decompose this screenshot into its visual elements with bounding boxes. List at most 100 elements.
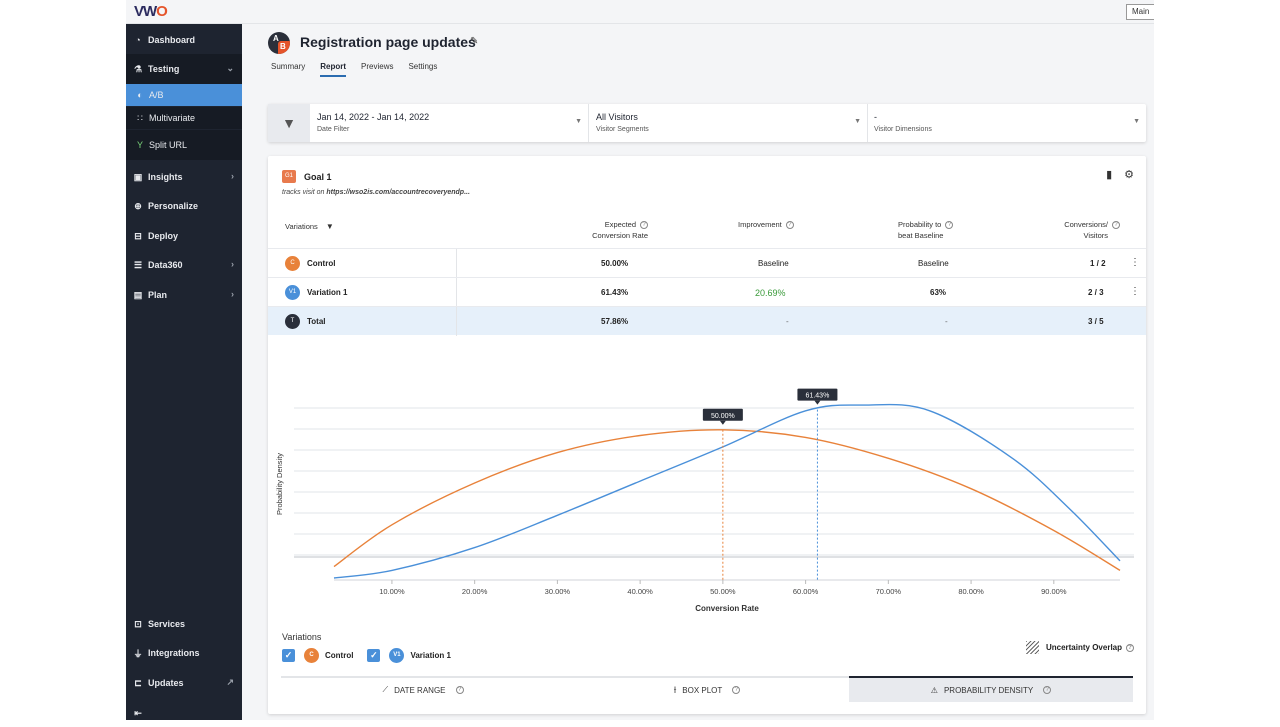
variation-checkbox[interactable]: ✓ bbox=[367, 649, 381, 662]
sidebar-item-plan[interactable]: ▤ Plan › bbox=[133, 289, 234, 300]
table-row[interactable]: C Control 50.00% Baseline Baseline 1 / 2… bbox=[268, 248, 1146, 278]
top-bar: VWO Main bbox=[126, 0, 1154, 24]
x-tick-label: 10.00% bbox=[379, 587, 405, 596]
filter-icon[interactable]: ▼ bbox=[268, 104, 310, 142]
plan-icon: ▤ bbox=[133, 289, 143, 300]
insights-icon: ▣ bbox=[133, 171, 143, 182]
density-icon: ⚠ bbox=[930, 685, 938, 695]
x-tick-label: 70.00% bbox=[876, 587, 902, 596]
x-tick-label: 30.00% bbox=[545, 587, 571, 596]
variation-badge: V1 bbox=[285, 285, 300, 300]
tab-summary[interactable]: Summary bbox=[271, 62, 306, 71]
chevron-down-icon: ▼ bbox=[854, 118, 861, 125]
briefcase-icon: ⊡ bbox=[134, 618, 142, 629]
sidebar: ◔ Dashboard ⚗ Testing ⌄ ◐ A/B ∷ Multivariate … bbox=[126, 24, 242, 720]
marker-tooltip bbox=[702, 408, 743, 421]
probability-density-chart: 10.00% 20.00% 30.00% 40.00% 50.00% 60.00% 70.0… bbox=[275, 388, 1134, 613]
sidebar-sub-split-url[interactable]: Y Split URL bbox=[126, 130, 242, 160]
help-icon: ? bbox=[1126, 643, 1134, 652]
tab-report[interactable]: Report bbox=[320, 62, 347, 77]
variation-legend-badge: V1 bbox=[389, 648, 405, 663]
sidebar-item-testing[interactable]: ⚗ Testing ⌄ bbox=[133, 63, 234, 74]
control-checkbox[interactable]: ✓ bbox=[282, 649, 295, 662]
help-icon: ? bbox=[945, 221, 954, 230]
more-icon[interactable]: ⋮ bbox=[1130, 286, 1140, 297]
help-icon: ? bbox=[640, 221, 648, 230]
page-tabs: Summary Report Previews Settings bbox=[271, 62, 452, 77]
uncertainty-overlap-toggle[interactable]: Uncertainty Overlap? bbox=[1025, 641, 1134, 654]
help-icon: ? bbox=[732, 686, 741, 694]
sidebar-item-personalize[interactable]: ⊕ Personalize bbox=[126, 192, 242, 220]
filter-icon: ▼ bbox=[325, 222, 334, 231]
grid-icon: ∷ bbox=[137, 112, 143, 123]
help-icon: ? bbox=[1112, 221, 1120, 230]
vwo-logo[interactable]: VWO bbox=[134, 3, 168, 20]
goal-card: G1 Goal 1 tracks visit on https://wso2is… bbox=[268, 156, 1146, 714]
tab-probability-density[interactable]: ⚠ PROBABILITY DENSITY? bbox=[849, 676, 1133, 702]
marker-label: 50.00% bbox=[711, 413, 735, 420]
page-title: Registration page updates bbox=[300, 34, 476, 50]
sidebar-item-integrations[interactable]: ⏚ Integrations bbox=[133, 648, 200, 659]
tab-previews[interactable]: Previews bbox=[361, 62, 394, 71]
date-filter[interactable]: Jan 14, 2022 - Jan 14, 2022 Date Filter … bbox=[311, 104, 589, 142]
table-row[interactable]: V1 Variation 1 61.43% 20.69% 63% 2 / 3 ⋮ bbox=[268, 277, 1146, 307]
control-legend-badge: C bbox=[304, 648, 319, 663]
plug-icon: ⏚ bbox=[133, 648, 143, 659]
tab-box-plot[interactable]: ⫲ BOX PLOT? bbox=[565, 678, 849, 702]
variations-legend-title: Variations bbox=[282, 632, 322, 642]
main-button[interactable]: Main bbox=[1126, 4, 1154, 20]
sidebar-sub-multivariate[interactable]: ∷ Multivariate bbox=[126, 107, 242, 129]
marker-tooltip bbox=[797, 388, 838, 401]
more-icon[interactable]: ⋮ bbox=[1130, 257, 1140, 268]
visitor-segments-filter[interactable]: All Visitors Visitor Segments ▼ bbox=[590, 104, 868, 142]
sidebar-sub-ab[interactable]: ◐ A/B bbox=[126, 84, 242, 106]
improvement-header: Improvement? bbox=[738, 219, 794, 230]
chevron-right-icon: › bbox=[231, 259, 234, 269]
x-axis-label: Conversion Rate bbox=[695, 604, 759, 613]
hatch-icon bbox=[1025, 641, 1039, 654]
variations-header[interactable]: Variations ▼ bbox=[285, 222, 334, 231]
deploy-icon: ⊟ bbox=[134, 230, 142, 241]
series-line-control bbox=[333, 429, 1121, 571]
sidebar-item-insights[interactable]: ▣ Insights › bbox=[133, 171, 234, 182]
goal-badge: G1 bbox=[282, 170, 296, 183]
conversions-header: Conversions/? Visitors bbox=[1040, 219, 1120, 241]
chevron-right-icon: › bbox=[231, 171, 234, 181]
target-icon: ⊕ bbox=[134, 200, 142, 211]
ecr-header: Expected? Conversion Rate bbox=[592, 220, 648, 240]
gear-icon[interactable]: ⚙ bbox=[1124, 169, 1134, 181]
marker-label: 61.43% bbox=[806, 393, 830, 400]
database-icon: ☰ bbox=[133, 259, 143, 270]
edit-pencil-icon[interactable]: ✎ bbox=[470, 36, 479, 47]
tab-settings[interactable]: Settings bbox=[408, 62, 438, 71]
x-tick-label: 60.00% bbox=[793, 587, 819, 596]
help-icon: ? bbox=[1043, 686, 1052, 694]
flask-icon: ⚗ bbox=[133, 63, 143, 74]
collapse-sidebar-button[interactable]: ⇤ bbox=[126, 699, 242, 727]
tab-date-range[interactable]: ⟋ DATE RANGE? bbox=[281, 678, 565, 702]
chevron-down-icon: ▼ bbox=[1133, 118, 1140, 125]
x-tick-label: 20.00% bbox=[462, 587, 488, 596]
sidebar-item-services[interactable]: ⊡ Services bbox=[126, 610, 242, 638]
probability-header: Probability to? beat Baseline bbox=[898, 219, 954, 241]
notebook-icon[interactable]: ▮ bbox=[1106, 169, 1113, 181]
chart-line-icon: ⟋ bbox=[382, 685, 389, 694]
ab-icon: ◐ bbox=[137, 90, 143, 100]
goal-title: Goal 1 bbox=[304, 172, 332, 182]
table-row-total: T Total 57.86% - - 3 / 5 bbox=[268, 306, 1146, 336]
sidebar-item-updates[interactable]: ⊏ Updates ↗ bbox=[126, 669, 242, 697]
control-badge: C bbox=[285, 256, 300, 271]
sidebar-item-data360[interactable]: ☰ Data360 › bbox=[133, 259, 234, 270]
variations-legend: ✓ C Control ✓ V1 Variation 1 bbox=[282, 648, 451, 663]
y-axis-label: Probability Density bbox=[275, 453, 284, 515]
ab-test-icon: A B bbox=[268, 32, 290, 54]
chevron-down-icon: ▼ bbox=[575, 118, 582, 125]
visitor-dimensions-filter[interactable]: - Visitor Dimensions ▼ bbox=[874, 112, 1140, 133]
sidebar-item-deploy[interactable]: ⊟ Deploy bbox=[126, 222, 242, 250]
filter-bar: ▼ Jan 14, 2022 - Jan 14, 2022 Date Filte… bbox=[268, 104, 1146, 142]
dashboard-icon: ◔ bbox=[135, 35, 141, 45]
sidebar-item-dashboard[interactable]: ◔ Dashboard bbox=[126, 26, 242, 54]
split-icon: Y bbox=[136, 140, 143, 150]
chevron-down-icon: ⌄ bbox=[226, 63, 234, 73]
x-tick-label: 50.00% bbox=[710, 587, 736, 596]
